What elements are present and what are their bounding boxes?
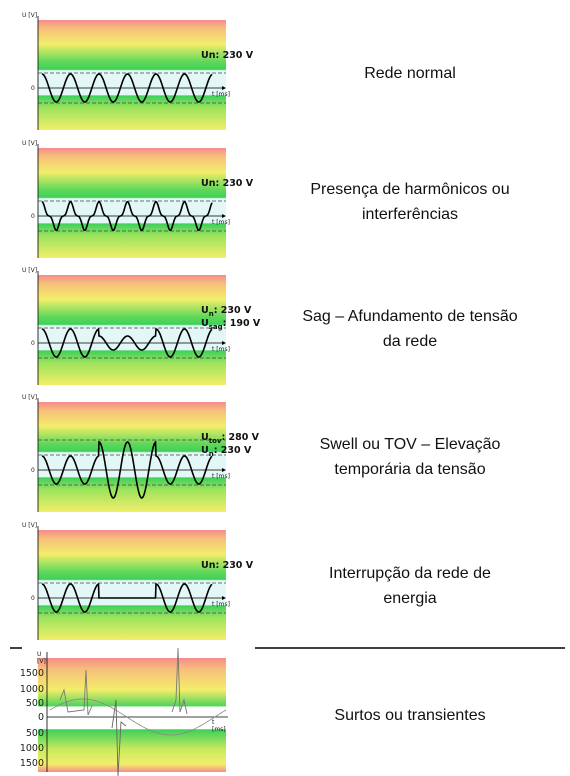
x-axis-label: t [ms] bbox=[212, 91, 230, 98]
voltage-label: Utov: 280 V bbox=[201, 432, 260, 445]
y-axis-label: U [V] bbox=[22, 394, 37, 401]
voltage-label: Un: 230 V bbox=[201, 305, 252, 318]
x-axis-label: t [ms] bbox=[212, 346, 230, 353]
label-base: U bbox=[201, 432, 209, 443]
x-axis-label: t [ms] bbox=[212, 601, 230, 608]
zero-label: 0 bbox=[31, 467, 35, 474]
voltage-band bbox=[38, 530, 226, 640]
transient bbox=[171, 647, 188, 715]
x-axis-label: t [ms] bbox=[212, 219, 230, 226]
voltage-band bbox=[38, 658, 226, 772]
arrow bbox=[222, 86, 226, 90]
label-rest: : 230 V bbox=[214, 305, 252, 316]
voltage-label: Un: 230 V bbox=[201, 560, 254, 571]
arrow bbox=[222, 341, 226, 345]
y-tick-label: 1000 bbox=[20, 743, 44, 754]
arrow bbox=[222, 596, 226, 600]
zero-label: 0 bbox=[31, 340, 35, 347]
y-axis-label: U [V] bbox=[22, 140, 37, 147]
y-axis-label: U [V] bbox=[22, 12, 37, 19]
caption: energia bbox=[383, 590, 436, 607]
caption: Swell ou TOV – Elevação bbox=[320, 436, 501, 453]
label-sub: n bbox=[209, 450, 214, 458]
y-tick-label: 0 bbox=[38, 712, 44, 723]
label-base: U bbox=[201, 445, 209, 456]
y-tick-label: 500 bbox=[26, 728, 44, 739]
y-tick-label: 1500 bbox=[20, 758, 44, 769]
y-axis-label: U [V] bbox=[22, 522, 37, 529]
zero-label: 0 bbox=[31, 85, 35, 92]
caption: Surtos ou transientes bbox=[334, 707, 485, 724]
x-axis-label: [ms] bbox=[212, 726, 226, 733]
caption: Presença de harmônicos ou bbox=[310, 181, 509, 198]
label-rest: : 230 V bbox=[214, 445, 252, 456]
y-tick-label: 1000 bbox=[20, 684, 44, 695]
waveform bbox=[41, 327, 213, 358]
label-sub: sag bbox=[209, 323, 223, 331]
label-sub: tov bbox=[209, 437, 222, 445]
zero-label: 0 bbox=[31, 595, 35, 602]
voltage-label: Un: 230 V bbox=[201, 445, 252, 458]
voltage-label: Usag: 190 V bbox=[201, 318, 261, 331]
arrow bbox=[222, 468, 226, 472]
label-sub: n bbox=[209, 310, 214, 318]
zero-label: 0 bbox=[31, 213, 35, 220]
voltage-label: Un: 230 V bbox=[201, 50, 254, 61]
caption: da rede bbox=[383, 333, 437, 350]
voltage-band bbox=[38, 148, 226, 258]
y-axis-label: U bbox=[37, 651, 41, 658]
label-rest: : 280 V bbox=[221, 432, 259, 443]
label-text: Un: 230 V bbox=[201, 178, 254, 189]
waveform bbox=[49, 698, 227, 736]
label-base: U bbox=[201, 305, 209, 316]
caption: interferências bbox=[362, 206, 458, 223]
waveform bbox=[41, 200, 213, 231]
caption: temporária da tensão bbox=[334, 461, 485, 478]
y-tick-label: 1500 bbox=[20, 668, 44, 679]
transient bbox=[59, 669, 93, 716]
label-base: U bbox=[201, 318, 209, 329]
transient bbox=[111, 699, 127, 776]
y-axis-label: [V] bbox=[37, 658, 46, 665]
label-rest: : 190 V bbox=[223, 318, 261, 329]
caption: Rede normal bbox=[364, 65, 456, 82]
label-text: Un: 230 V bbox=[201, 560, 254, 571]
x-axis-label: t bbox=[212, 719, 215, 726]
voltage-band bbox=[38, 275, 226, 385]
voltage-band bbox=[38, 20, 226, 130]
label-text: Un: 230 V bbox=[201, 50, 254, 61]
caption: Sag – Afundamento de tensão bbox=[302, 308, 517, 325]
caption: Interrupção da rede de bbox=[329, 565, 491, 582]
x-axis-label: t [ms] bbox=[212, 473, 230, 480]
y-axis-label: U [V] bbox=[22, 267, 37, 274]
waveform bbox=[41, 582, 213, 613]
arrow bbox=[222, 214, 226, 218]
y-tick-label: 500 bbox=[26, 698, 44, 709]
waveform bbox=[41, 73, 213, 103]
waveform bbox=[41, 440, 213, 499]
voltage-label: Un: 230 V bbox=[201, 178, 254, 189]
